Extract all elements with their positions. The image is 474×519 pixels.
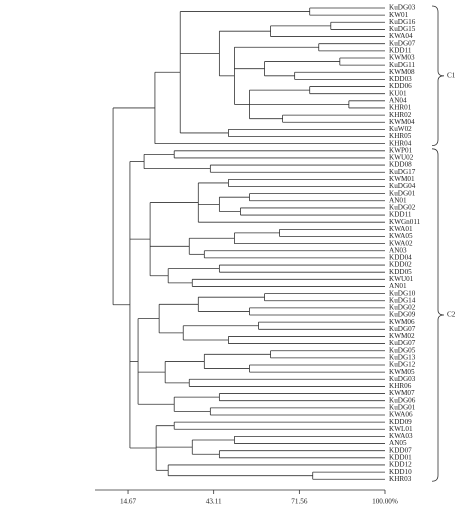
leaf-label: KDD02: [389, 261, 412, 269]
cluster-label: C1: [447, 71, 456, 79]
leaf-label: KuDG06: [389, 396, 416, 404]
leaf-label: KDD01: [389, 453, 412, 461]
leaf-label: KuDG07: [389, 325, 416, 333]
cluster-brace: [431, 5, 445, 147]
leaf-label: KWM04: [389, 118, 415, 126]
leaf-label: KWA01: [389, 225, 413, 233]
leaf-label: KDD12: [389, 461, 412, 469]
leaf-label: KuDG16: [389, 18, 416, 26]
leaf-label: KuDG09: [389, 311, 416, 319]
leaf-label: KU01: [389, 89, 407, 97]
leaf-label: KHR02: [389, 111, 412, 119]
leaf-label: KuDG15: [389, 25, 416, 33]
leaf-label: KWP01: [389, 146, 413, 154]
leaf-label: KDD10: [389, 468, 412, 476]
leaf-label: KWM08: [389, 68, 415, 76]
leaf-label: KWM02: [389, 332, 415, 340]
leaf-label: KWM01: [389, 175, 415, 183]
leaf-label: KWU01: [389, 275, 414, 283]
leaf-label: KuDG02: [389, 204, 416, 212]
leaf-label: KDD11: [389, 46, 412, 54]
leaf-label: KuDG17: [389, 168, 416, 176]
leaf-label: KuDG11: [389, 61, 415, 69]
leaf-label: AN01: [389, 282, 407, 290]
leaf-label: KHR04: [389, 139, 412, 147]
leaf-label: KHR06: [389, 382, 412, 390]
leaf-label: KuW02: [389, 125, 412, 133]
leaf-label: KuDG10: [389, 289, 416, 297]
leaf-label: KWM05: [389, 368, 415, 376]
leaf-label: KuDG01: [389, 189, 416, 197]
leaf-label: KuDG07: [389, 39, 416, 47]
cluster-brace: [431, 148, 445, 482]
leaf-label: KDD04: [389, 254, 412, 262]
leaf-label: KHR01: [389, 104, 412, 112]
leaf-label: KWA04: [389, 32, 413, 40]
leaf-label: AN04: [389, 96, 407, 104]
leaf-label: KWL01: [389, 425, 413, 433]
leaf-label: KDD05: [389, 268, 412, 276]
leaf-label: KuDG07: [389, 339, 416, 347]
x-tick-label: 43.11: [206, 498, 222, 506]
leaf-label: KW01: [389, 11, 409, 19]
leaf-label: KWU02: [389, 154, 414, 162]
leaf-label: KHR05: [389, 132, 412, 140]
leaf-label: KHR03: [389, 475, 412, 483]
leaf-label: KDD07: [389, 446, 412, 454]
leaf-label: AN01: [389, 196, 407, 204]
leaf-label: KWM07: [389, 389, 415, 397]
leaf-label: KuDG13: [389, 354, 416, 362]
leaf-label: KDD11: [389, 211, 412, 219]
cluster-label: C2: [447, 311, 456, 319]
leaf-label: KDD09: [389, 418, 412, 426]
leaf-label: KuDG03: [389, 375, 416, 383]
x-tick-label: 71.56: [291, 498, 308, 506]
x-tick-label: 14.67: [120, 498, 137, 506]
leaf-label: AN05: [389, 439, 407, 447]
leaf-label: KWGn011: [389, 218, 421, 226]
leaf-label: KWA05: [389, 232, 413, 240]
leaf-label: KWA02: [389, 239, 413, 247]
leaf-label: KDD06: [389, 82, 412, 90]
leaf-label: KDD08: [389, 161, 412, 169]
leaf-label: KuDG12: [389, 361, 416, 369]
x-tick-label: 100.00%: [372, 498, 398, 506]
leaf-label: KuDG03: [389, 4, 416, 12]
leaf-label: KuDG05: [389, 346, 416, 354]
leaf-label: KWA06: [389, 411, 413, 419]
leaf-label: KuDG04: [389, 182, 416, 190]
leaf-label: KuDG01: [389, 403, 416, 411]
leaf-label: AN03: [389, 246, 407, 254]
leaf-label: KDD03: [389, 75, 412, 83]
leaf-label: KWA03: [389, 432, 413, 440]
leaf-label: KuDG14: [389, 296, 416, 304]
leaf-label: KWM03: [389, 54, 415, 62]
leaf-label: KuDG02: [389, 304, 416, 312]
leaf-label: KWM06: [389, 318, 415, 326]
